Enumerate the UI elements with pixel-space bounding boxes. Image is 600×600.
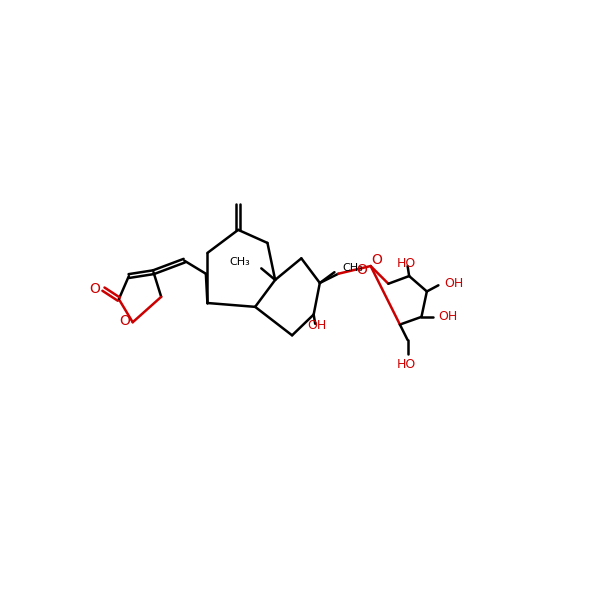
Text: O: O bbox=[357, 263, 368, 277]
Text: O: O bbox=[371, 253, 382, 267]
Text: O: O bbox=[89, 282, 100, 296]
Text: OH: OH bbox=[444, 277, 463, 290]
Text: CH₃: CH₃ bbox=[342, 263, 363, 272]
Text: HO: HO bbox=[397, 257, 416, 270]
Text: OH: OH bbox=[439, 310, 458, 323]
Text: O: O bbox=[119, 314, 130, 328]
Text: OH: OH bbox=[307, 319, 326, 332]
Text: HO: HO bbox=[397, 358, 416, 371]
Text: CH₃: CH₃ bbox=[230, 257, 251, 267]
